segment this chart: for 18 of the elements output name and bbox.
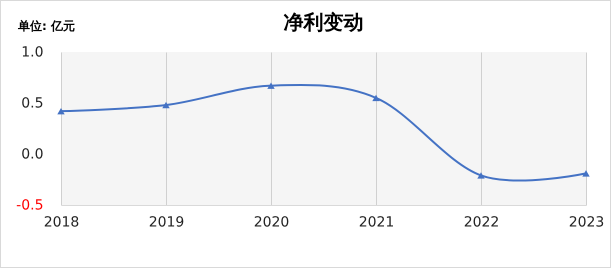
point bbox=[57, 108, 65, 114]
y-tick-label: -0.5 bbox=[16, 198, 44, 214]
x-tick-label: 2022 bbox=[464, 214, 500, 230]
x-tick-label: 2020 bbox=[254, 214, 290, 230]
text: 单位: 亿元 bbox=[18, 18, 75, 35]
y-tick-label: 1.0 bbox=[21, 44, 44, 60]
y-tick-label: 0.0 bbox=[21, 146, 44, 162]
x-tick-label: 2019 bbox=[148, 214, 184, 230]
x-tick-label: 2021 bbox=[358, 214, 394, 230]
x-tick-label: 2018 bbox=[44, 214, 80, 230]
y-tick-label: 0.5 bbox=[21, 96, 44, 112]
point bbox=[582, 170, 590, 177]
point bbox=[477, 172, 485, 179]
point bbox=[162, 102, 170, 108]
chart-title: 净利变动 bbox=[284, 10, 364, 34]
point bbox=[372, 94, 380, 102]
x-tick-label: 2023 bbox=[568, 214, 604, 230]
point bbox=[267, 82, 275, 89]
